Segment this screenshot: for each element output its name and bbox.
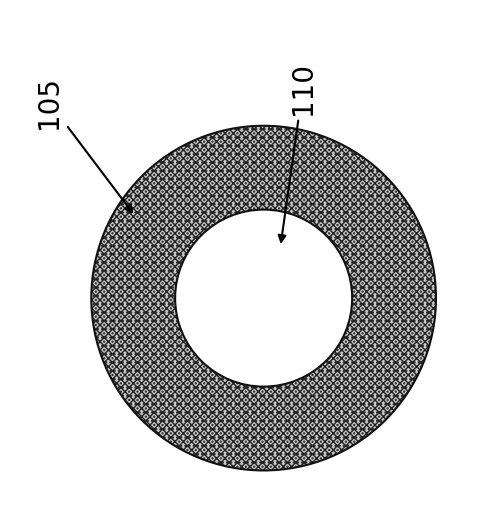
Text: 105: 105 [35,76,132,212]
Circle shape [175,210,352,387]
Text: 110: 110 [279,62,317,242]
Circle shape [91,126,436,470]
